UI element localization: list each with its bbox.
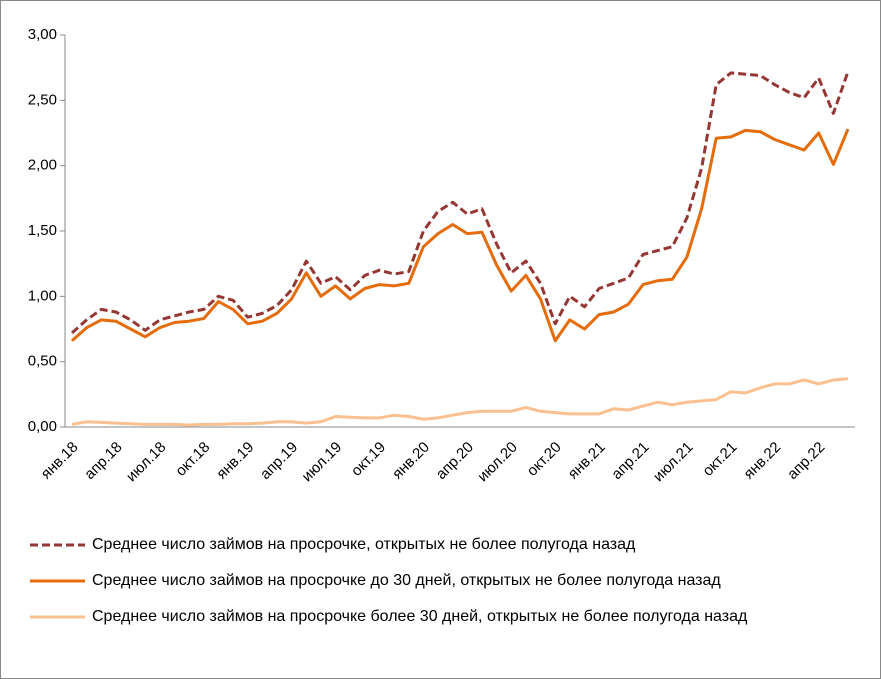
legend-label: Среднее число займов на просрочке, откры… xyxy=(92,536,636,553)
y-tick-label: 0,50 xyxy=(28,353,57,370)
series-line xyxy=(71,71,850,335)
legend-label: Среднее число займов на просрочке более … xyxy=(92,608,748,625)
series-line xyxy=(71,377,849,427)
y-tick-label: 2,00 xyxy=(28,157,57,174)
y-tick-label: 1,50 xyxy=(28,222,57,239)
y-tick-label: 2,50 xyxy=(28,91,57,108)
y-tick-label: 3,00 xyxy=(28,26,57,43)
y-tick-label: 1,00 xyxy=(28,287,57,304)
legend-label: Среднее число займов на просрочке до 30 … xyxy=(92,572,721,589)
series-line xyxy=(70,128,850,343)
y-tick-label: 0,00 xyxy=(28,418,57,435)
